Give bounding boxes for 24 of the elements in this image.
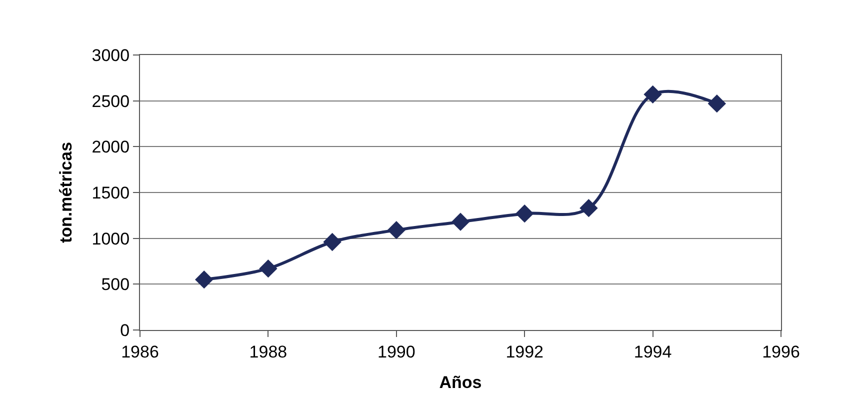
y-tick-label: 3000 xyxy=(92,46,130,65)
y-axis-title: ton.métricas xyxy=(56,142,76,244)
x-tick-label: 1988 xyxy=(249,342,288,362)
x-tick-label: 1992 xyxy=(506,342,544,362)
point xyxy=(387,220,406,240)
y-tick-label: 2000 xyxy=(92,138,130,157)
y-tick-label: 0 xyxy=(120,320,130,340)
point xyxy=(259,259,278,278)
point xyxy=(451,212,470,231)
point xyxy=(644,85,662,104)
x-tick-label: 1986 xyxy=(121,342,159,362)
y-tick-label: 1500 xyxy=(92,183,130,202)
x-tick-label: 1996 xyxy=(762,342,800,362)
x-tick-label: 1990 xyxy=(377,342,416,362)
point xyxy=(323,232,342,252)
y-tick-label: 1000 xyxy=(92,229,130,248)
point xyxy=(516,204,534,223)
y-tick-label: 2500 xyxy=(92,92,130,111)
y-tick-label: 500 xyxy=(101,275,130,294)
point xyxy=(580,198,598,218)
x-tick-label: 1994 xyxy=(634,342,672,362)
x-axis-title: Años xyxy=(439,372,482,392)
point xyxy=(195,270,214,289)
point xyxy=(708,94,726,113)
